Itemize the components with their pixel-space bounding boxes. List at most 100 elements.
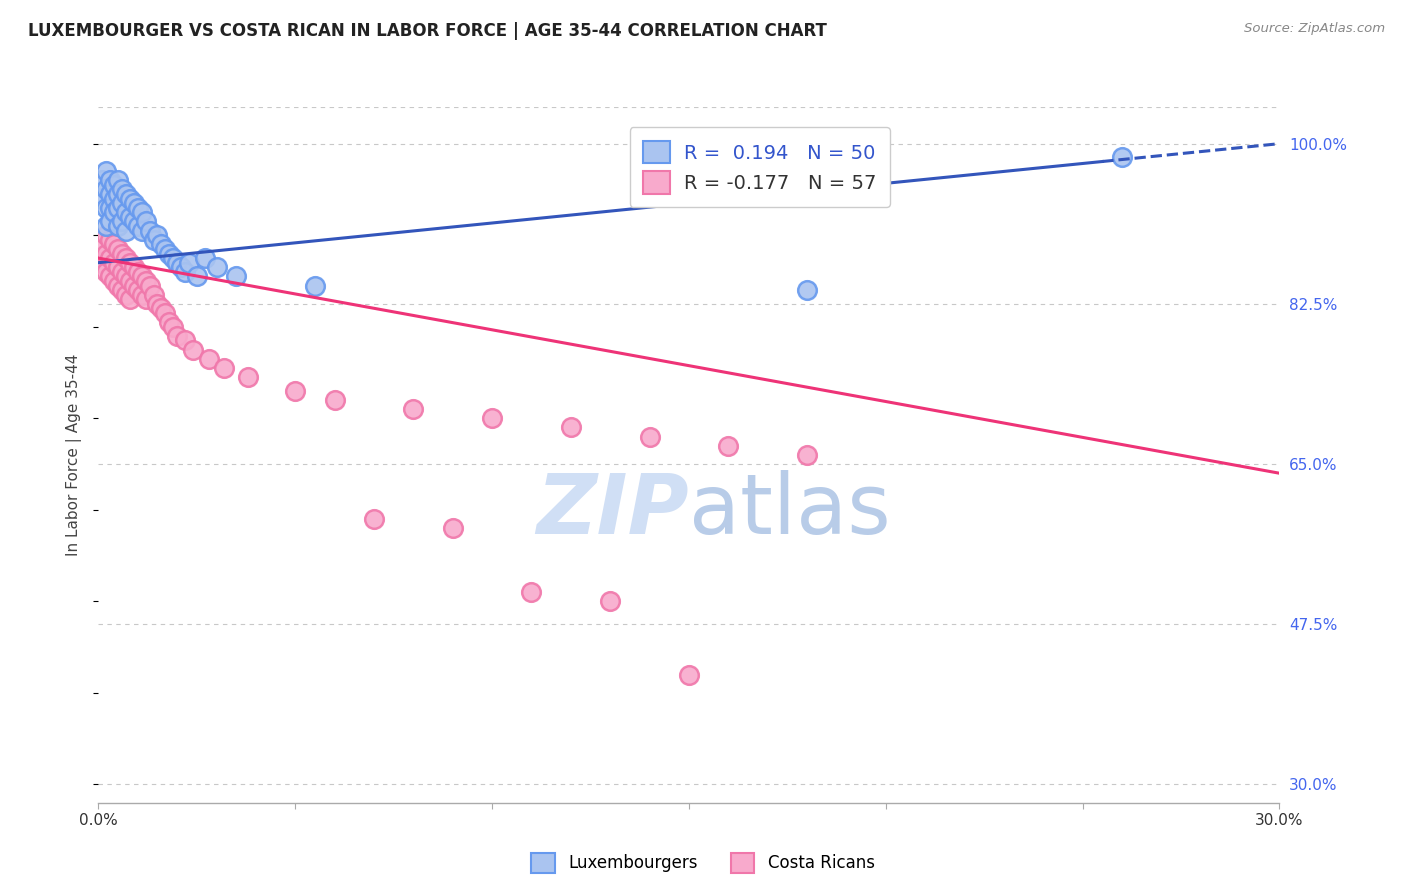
Point — [717, 439, 740, 453]
Point — [127, 219, 149, 233]
Point — [91, 173, 114, 187]
Point — [118, 210, 141, 224]
Point — [142, 233, 165, 247]
Point — [236, 370, 259, 384]
Point — [98, 173, 121, 187]
Point — [177, 255, 200, 269]
Point — [150, 301, 173, 316]
Point — [96, 219, 118, 233]
Point — [107, 187, 129, 202]
Point — [284, 384, 307, 398]
Point — [323, 392, 346, 407]
Point — [122, 260, 145, 275]
Point — [115, 224, 138, 238]
Point — [174, 334, 197, 348]
Point — [131, 205, 153, 219]
Point — [107, 260, 129, 275]
Point — [111, 196, 134, 211]
Point — [96, 164, 118, 178]
Point — [98, 187, 121, 202]
Point — [560, 420, 582, 434]
Point — [96, 182, 118, 196]
Point — [103, 237, 125, 252]
Point — [103, 178, 125, 192]
Point — [131, 269, 153, 284]
Point — [166, 329, 188, 343]
Point — [118, 255, 141, 269]
Point — [118, 293, 141, 307]
Point — [146, 228, 169, 243]
Point — [111, 283, 134, 297]
Point — [122, 214, 145, 228]
Point — [131, 224, 153, 238]
Text: Source: ZipAtlas.com: Source: ZipAtlas.com — [1244, 22, 1385, 36]
Point — [115, 205, 138, 219]
Point — [103, 205, 125, 219]
Point — [1111, 150, 1133, 164]
Point — [138, 278, 160, 293]
Point — [155, 306, 177, 320]
Point — [111, 246, 134, 260]
Point — [599, 594, 621, 608]
Point — [197, 351, 219, 366]
Point — [796, 448, 818, 462]
Point — [157, 246, 180, 260]
Point — [155, 242, 177, 256]
Point — [96, 228, 118, 243]
Point — [98, 201, 121, 215]
Point — [115, 251, 138, 265]
Point — [205, 260, 228, 275]
Point — [91, 255, 114, 269]
Point — [142, 287, 165, 301]
Point — [214, 361, 236, 376]
Point — [107, 219, 129, 233]
Point — [103, 255, 125, 269]
Point — [98, 269, 121, 284]
Point — [91, 237, 114, 252]
Legend: R =  0.194   N = 50, R = -0.177   N = 57: R = 0.194 N = 50, R = -0.177 N = 57 — [630, 128, 890, 207]
Point — [118, 192, 141, 206]
Point — [91, 192, 114, 206]
Point — [157, 315, 180, 329]
Point — [162, 251, 184, 265]
Point — [115, 187, 138, 202]
Point — [107, 173, 129, 187]
Point — [225, 269, 247, 284]
Point — [304, 278, 326, 293]
Legend: Luxembourgers, Costa Ricans: Luxembourgers, Costa Ricans — [524, 847, 882, 880]
Y-axis label: In Labor Force | Age 35-44: In Labor Force | Age 35-44 — [66, 354, 83, 556]
Point — [150, 237, 173, 252]
Point — [111, 265, 134, 279]
Point — [115, 269, 138, 284]
Point — [520, 585, 543, 599]
Point — [107, 278, 129, 293]
Point — [135, 274, 157, 288]
Point — [107, 242, 129, 256]
Point — [441, 521, 464, 535]
Point — [678, 667, 700, 681]
Point — [638, 429, 661, 443]
Point — [115, 287, 138, 301]
Point — [127, 283, 149, 297]
Text: LUXEMBOURGER VS COSTA RICAN IN LABOR FORCE | AGE 35-44 CORRELATION CHART: LUXEMBOURGER VS COSTA RICAN IN LABOR FOR… — [28, 22, 827, 40]
Text: ZIP: ZIP — [536, 470, 689, 551]
Point — [146, 297, 169, 311]
Point — [170, 260, 193, 275]
Point — [194, 251, 217, 265]
Point — [127, 265, 149, 279]
Point — [138, 224, 160, 238]
Point — [402, 402, 425, 417]
Point — [166, 255, 188, 269]
Point — [131, 287, 153, 301]
Point — [174, 265, 197, 279]
Point — [98, 233, 121, 247]
Point — [111, 182, 134, 196]
Point — [135, 214, 157, 228]
Point — [181, 343, 204, 357]
Point — [162, 319, 184, 334]
Point — [122, 196, 145, 211]
Point — [96, 265, 118, 279]
Point — [481, 411, 503, 425]
Point — [127, 201, 149, 215]
Point — [118, 274, 141, 288]
